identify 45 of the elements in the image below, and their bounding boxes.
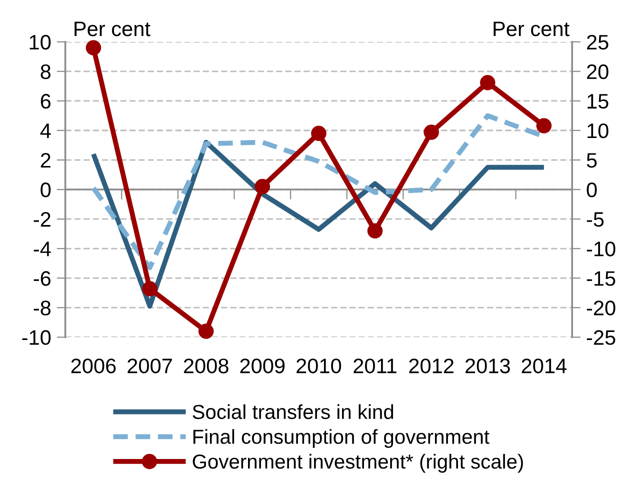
point bbox=[424, 124, 439, 140]
y-tick-label: 10 bbox=[30, 34, 51, 50]
y2-tick-label: 0 bbox=[586, 182, 597, 198]
y-tick-label: 6 bbox=[40, 94, 51, 109]
legend-label: Social transfers in kind bbox=[192, 404, 394, 420]
y2-tick-label: -15 bbox=[586, 271, 616, 286]
y2-tick-label: 10 bbox=[588, 123, 608, 138]
y2-axis-title: Per cent bbox=[494, 22, 570, 36]
y2-tick-label: 25 bbox=[587, 34, 608, 50]
y-tick-label: 4 bbox=[40, 124, 51, 138]
y-tick-label: -10 bbox=[22, 330, 51, 345]
point bbox=[367, 223, 383, 238]
x-tick-label: 2014 bbox=[522, 358, 567, 374]
x-tick-label: 2010 bbox=[296, 358, 342, 374]
y2-tick-label: 5 bbox=[586, 153, 597, 168]
y-tick-label: 2 bbox=[40, 152, 50, 168]
x-tick-label: 2013 bbox=[466, 358, 510, 374]
point bbox=[86, 40, 102, 56]
y-axis-title: Per cent bbox=[74, 22, 150, 36]
y2-tick-label: 20 bbox=[587, 64, 608, 80]
y2-tick-label: -10 bbox=[586, 242, 616, 256]
x-tick-label: 2009 bbox=[240, 358, 285, 374]
y-tick-label: -8 bbox=[34, 300, 51, 316]
x-tick-label: 2007 bbox=[128, 358, 172, 374]
y-tick-label: -4 bbox=[34, 242, 51, 256]
point bbox=[142, 281, 158, 296]
point bbox=[311, 126, 326, 142]
point bbox=[254, 178, 270, 194]
legend-label: Government investment* (right scale) bbox=[192, 454, 523, 473]
y-tick-label: 8 bbox=[40, 64, 51, 80]
x-tick-label: 2011 bbox=[354, 358, 396, 374]
y2-tick-label: -5 bbox=[586, 212, 604, 227]
y2-tick-label: -20 bbox=[586, 300, 616, 316]
y2-tick-label: -25 bbox=[586, 330, 616, 345]
x-tick-label: 2006 bbox=[71, 358, 116, 374]
y2-tick-label: 15 bbox=[588, 94, 608, 109]
legend-label: Final consumption of government bbox=[193, 429, 490, 448]
x-tick-label: 2008 bbox=[184, 358, 228, 374]
y-tick-label: -6 bbox=[34, 271, 51, 286]
y-tick-label: 0 bbox=[40, 182, 51, 198]
x-tick-label: 2012 bbox=[409, 358, 454, 374]
point bbox=[536, 118, 552, 134]
point bbox=[480, 74, 496, 90]
point bbox=[198, 324, 214, 339]
y-tick-label: -2 bbox=[34, 212, 50, 227]
